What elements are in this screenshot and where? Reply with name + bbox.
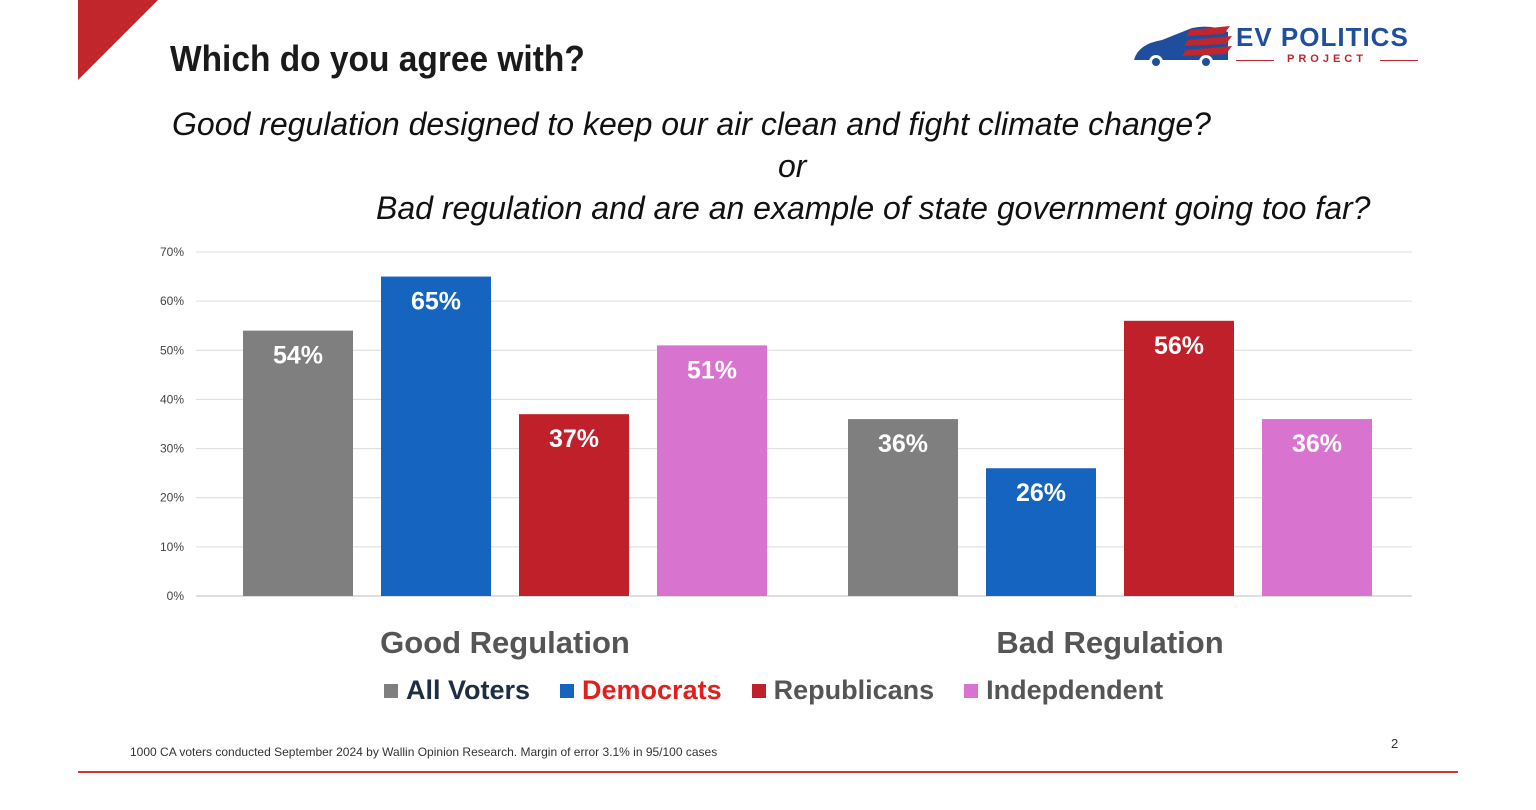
page-number: 2 [1391, 736, 1399, 751]
data-label: 36% [1292, 430, 1342, 458]
y-tick-label: 40% [160, 392, 184, 406]
logo-name: EV POLITICS [1236, 22, 1409, 52]
corner-accent [78, 0, 158, 80]
bar [986, 468, 1096, 596]
footnote: 1000 CA voters conducted September 2024 … [130, 745, 718, 759]
bar [243, 330, 353, 596]
page-title: Which do you agree with? [170, 38, 585, 79]
y-tick-label: 60% [160, 294, 184, 308]
logo-subtitle: PROJECT [1236, 53, 1418, 65]
bar [519, 414, 629, 596]
category-label: Bad Regulation [996, 625, 1223, 660]
legend-swatch [751, 683, 766, 698]
bar [657, 345, 767, 596]
legend: All Voters Democrats Republicans Indepde… [384, 675, 1163, 706]
footer-rule [78, 771, 1458, 773]
car-flag-icon [1134, 26, 1232, 69]
y-tick-label: 50% [160, 343, 184, 357]
data-label: 54% [273, 342, 323, 370]
data-label: 26% [1016, 479, 1066, 507]
legend-swatch [384, 683, 398, 698]
y-tick-label: 30% [160, 442, 184, 456]
legend-label: Democrats [582, 675, 722, 705]
legend-item-democrats: Democrats [560, 675, 722, 706]
legend-label: Indepdendent [986, 675, 1164, 705]
legend-swatch [560, 683, 575, 698]
bar [1262, 419, 1372, 596]
data-label: 65% [411, 288, 461, 316]
legend-item-independent: Indepdendent [964, 675, 1163, 706]
legend-item-all-voters: All Voters [384, 675, 530, 706]
question-bad: Bad regulation and are an example of sta… [376, 190, 1371, 226]
y-tick-label: 10% [160, 540, 184, 554]
legend-label: All Voters [406, 675, 531, 705]
legend-label: Republicans [773, 675, 935, 705]
legend-swatch [964, 683, 979, 698]
question-or: or [778, 148, 807, 184]
y-tick-label: 0% [167, 589, 185, 603]
bar [848, 419, 958, 596]
data-label: 36% [878, 430, 928, 458]
y-tick-label: 70% [160, 245, 184, 259]
data-label: 37% [549, 425, 599, 453]
question-good: Good regulation designed to keep our air… [172, 106, 1211, 142]
category-label: Good Regulation [380, 625, 630, 660]
data-label: 51% [687, 356, 737, 384]
y-tick-label: 20% [160, 491, 184, 505]
bar-chart: 0% 10% 20% 30% 40% 50% 60% 70% 54% 65% 37% 51% Good … [160, 245, 1412, 660]
data-label: 56% [1154, 332, 1204, 360]
bar [1124, 320, 1234, 596]
legend-item-republicans: Republicans [751, 675, 935, 706]
bar [381, 276, 491, 596]
